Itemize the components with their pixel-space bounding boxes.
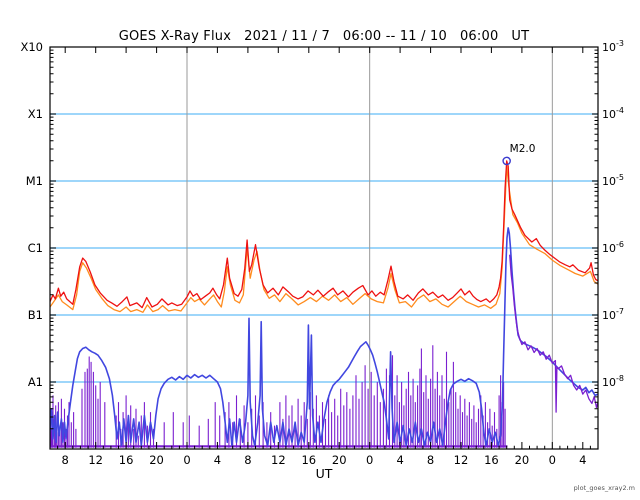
hour-tick-label: 12 xyxy=(271,453,286,467)
hour-tick-label: 0 xyxy=(366,453,373,467)
flux-value-label: 10-4 xyxy=(602,106,624,121)
hour-tick-label: 20 xyxy=(515,453,530,467)
flux-value-label: 10-3 xyxy=(602,39,624,54)
flux-value-label: 10-6 xyxy=(602,240,624,255)
y-axis-right-labels: 10-3 10-4 10-5 10-6 10-7 10-8 xyxy=(602,39,624,389)
hour-tick-label: 16 xyxy=(119,453,134,467)
flux-class-label: A1 xyxy=(28,375,43,389)
x-axis-title: UT xyxy=(315,466,333,481)
script-caption: plot_goes_xray2.m xyxy=(573,484,635,492)
hour-tick-label: 8 xyxy=(244,453,251,467)
xray-long-primary-curve xyxy=(50,160,598,309)
hour-tick-label: 16 xyxy=(301,453,316,467)
curves xyxy=(50,160,598,448)
hour-tick-label: 8 xyxy=(427,453,434,467)
hour-tick-label: 20 xyxy=(332,453,347,467)
hour-tick-label: 4 xyxy=(214,453,221,467)
xray-long-secondary-curve xyxy=(50,165,598,313)
flux-value-label: 10-8 xyxy=(602,374,624,389)
hour-tick-label: 0 xyxy=(183,453,190,467)
hour-tick-label: 8 xyxy=(62,453,69,467)
hour-tick-label: 12 xyxy=(88,453,103,467)
flare-annotation: M2.0 xyxy=(510,143,536,155)
hour-tick-label: 4 xyxy=(396,453,403,467)
flux-class-label: X10 xyxy=(20,40,43,54)
y-axis-left-labels: X10 X1 M1 C1 B1 A1 xyxy=(20,40,43,389)
hour-tick-label: 20 xyxy=(149,453,164,467)
hour-tick-label: 4 xyxy=(579,453,586,467)
flux-value-label: 10-7 xyxy=(602,307,624,322)
flux-class-label: M1 xyxy=(26,174,43,188)
hour-tick-label: 16 xyxy=(484,453,499,467)
x-axis-tick-labels: 8 12 16 20 0 4 8 12 16 20 0 4 8 12 16 20 0 4 xyxy=(62,453,587,467)
xray-short-primary-curve xyxy=(50,227,598,447)
xray-short-secondary-decay-curve xyxy=(509,254,598,413)
hour-tick-label: 0 xyxy=(549,453,556,467)
day-boundary-gridlines xyxy=(186,47,553,449)
flux-class-label: B1 xyxy=(28,308,43,322)
hour-tick-label: 12 xyxy=(454,453,469,467)
flare-peak-marker-icon xyxy=(502,156,511,166)
chart-title: GOES X-Ray Flux 2021 / 11 / 7 06:00 -- 1… xyxy=(118,29,530,44)
flux-class-label: C1 xyxy=(28,241,43,255)
flux-class-label: X1 xyxy=(28,107,43,121)
axis-ticks xyxy=(49,47,599,449)
flux-value-label: 10-5 xyxy=(602,173,624,188)
